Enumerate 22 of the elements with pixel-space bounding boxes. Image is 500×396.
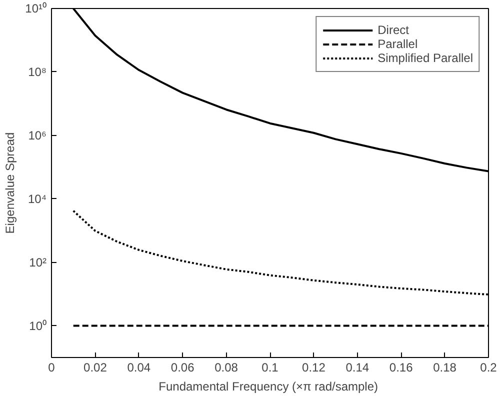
x-tick-label: 0.1 [262, 360, 279, 374]
x-tick-label: 0 [48, 360, 56, 374]
y-tick-label: 10¹⁰ [25, 2, 46, 16]
x-tick-label: 0.18 [433, 360, 457, 374]
y-tick-label: 10⁸ [28, 64, 47, 79]
y-tick-label: 10⁴ [28, 192, 47, 206]
y-tick-label: 10⁰ [29, 318, 47, 333]
x-tick-label: 0.08 [214, 360, 238, 374]
legend-label: Simplified Parallel [378, 51, 473, 65]
legend-label: Direct [378, 23, 409, 37]
x-tick-label: 0.02 [84, 360, 108, 374]
y-axis-title: Eigenvalue Spread [3, 132, 18, 234]
legend-label: Parallel [378, 37, 418, 51]
x-tick-label: 0.2 [480, 360, 498, 374]
x-tick-label: 0.12 [302, 360, 326, 374]
x-tick-label: 0.14 [346, 360, 370, 374]
x-tick-label: 0.16 [389, 360, 414, 374]
y-tick-label: 10⁶ [28, 128, 47, 142]
y-tick-label: 10² [29, 255, 47, 270]
x-axis-title: Fundamental Frequency (×π rad/sample) [158, 380, 378, 394]
x-tick-label: 0.06 [170, 360, 195, 374]
x-tick-label: 0.04 [127, 360, 151, 374]
